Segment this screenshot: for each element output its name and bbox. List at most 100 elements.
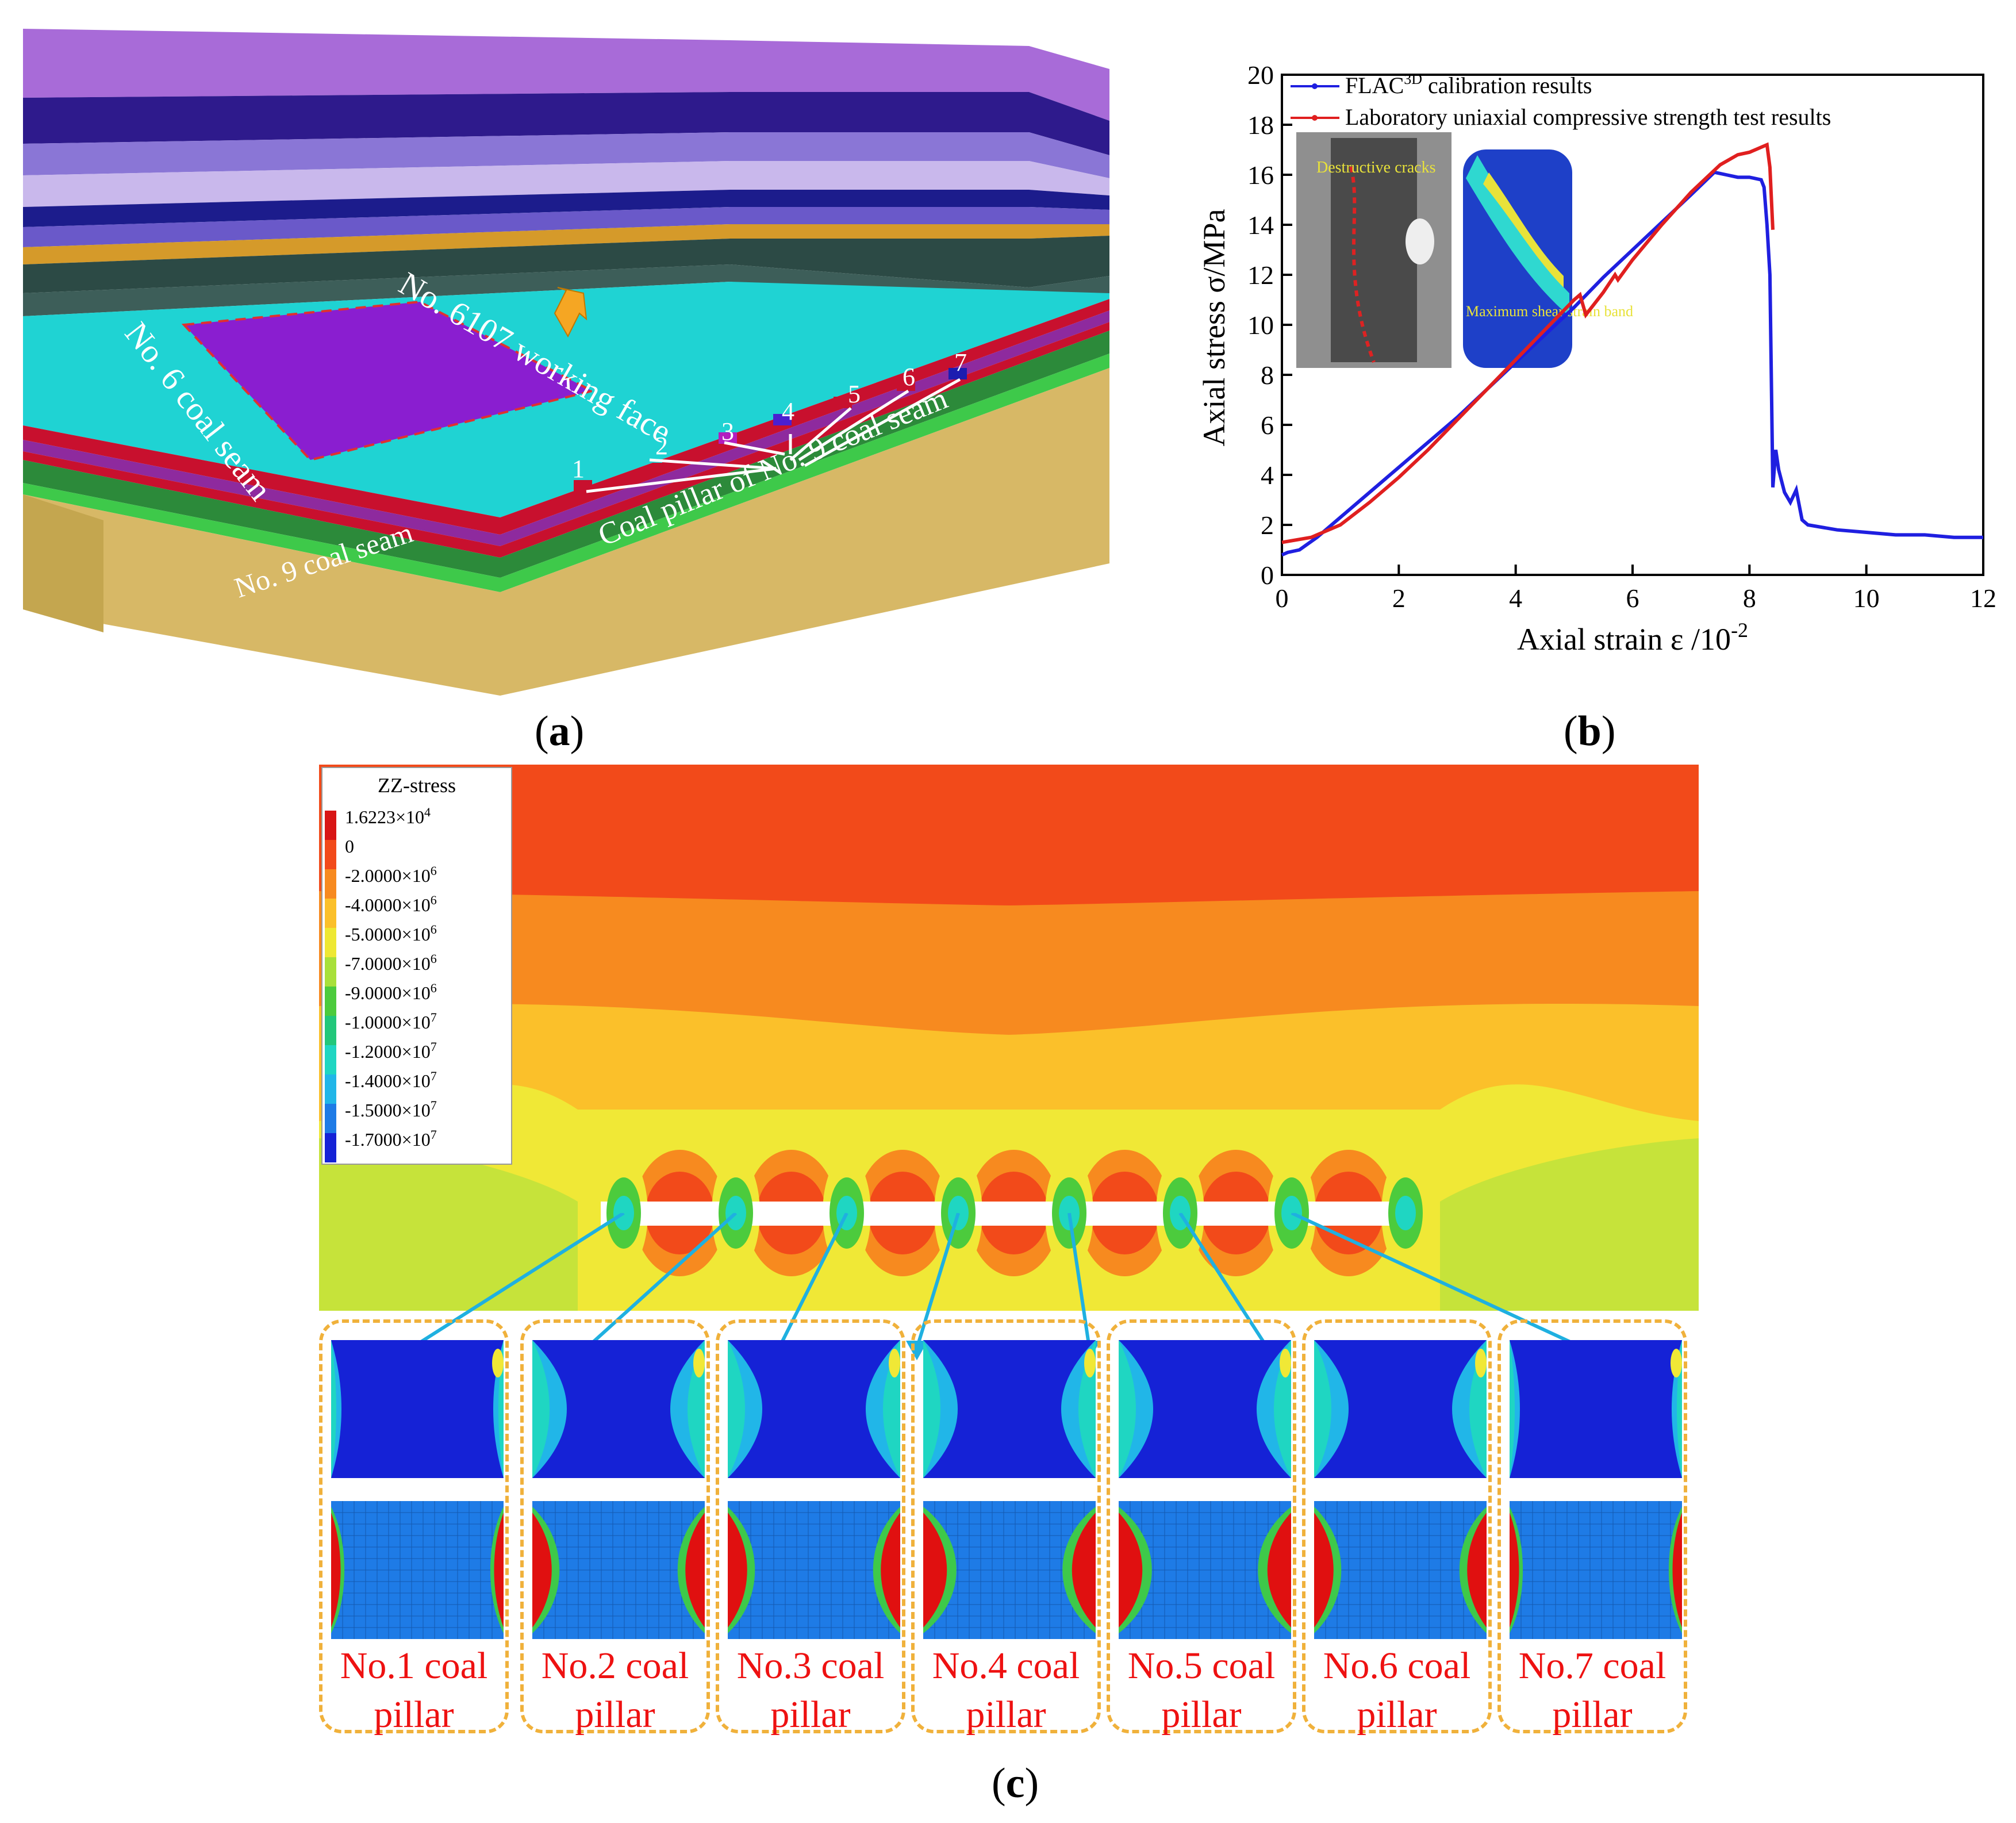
- zz-legend-swatch: [325, 957, 336, 987]
- pillar-num-1: 1: [572, 455, 585, 483]
- y-tick-label: 6: [1261, 410, 1274, 440]
- x-tick-label: 0: [1276, 584, 1289, 613]
- y-tick-label: 12: [1247, 260, 1274, 290]
- pillar-num-6: 6: [903, 363, 915, 391]
- stress-map: [331, 1340, 504, 1478]
- zz-legend-swatch: [325, 899, 336, 928]
- y-tick-label: 4: [1261, 460, 1274, 490]
- y-tick-label: 20: [1247, 60, 1274, 90]
- zz-legend-label: -7.0000×106: [345, 951, 437, 974]
- y-tick-label: 8: [1261, 360, 1274, 390]
- zz-legend-swatch: [325, 1074, 336, 1104]
- working-face-area: [181, 300, 596, 462]
- series-line-1: [1281, 170, 1983, 557]
- inset-label-shear: Maximum shear strain band: [1466, 303, 1633, 320]
- pillar-num-7: 7: [954, 348, 967, 377]
- zz-legend-label: 1.6223×104: [345, 805, 431, 827]
- pillar-box-2: No.2 coal pillar: [520, 1319, 710, 1736]
- zz-legend-swatch: [325, 1045, 336, 1074]
- pillar-map-7: [1510, 1340, 1682, 1639]
- pillars-3d: [574, 368, 967, 492]
- x-tick-label: 10: [1853, 584, 1880, 613]
- x-tick-label: 12: [1970, 584, 1996, 613]
- panel-a-3d-model: No. 6107 working face No. 6 coal seam No…: [23, 29, 1109, 696]
- zz-legend-label: -4.0000×106: [345, 893, 437, 915]
- panel-label-a: (a): [535, 708, 585, 755]
- y-axis-label: Axial stress σ/MPa: [1197, 209, 1231, 446]
- x-tick-label: 4: [1509, 584, 1522, 613]
- pillar-caption-line2: pillar: [374, 1694, 454, 1736]
- zz-legend-swatch: [325, 1104, 336, 1133]
- pillar-caption-line1: No.1 coal: [340, 1645, 488, 1687]
- pillar-caption-line2: pillar: [966, 1694, 1046, 1736]
- inset-label-cracks: Destructive cracks: [1316, 159, 1436, 176]
- zz-legend-title: ZZ-stress: [378, 774, 456, 797]
- pillar-num-3: 3: [721, 417, 734, 446]
- y-tick-label: 14: [1247, 210, 1274, 240]
- pillar-caption-line1: No.4 coal: [932, 1645, 1080, 1687]
- zz-legend-swatch: [325, 1016, 336, 1045]
- inset-simulation: Maximum shear strain band: [1463, 149, 1633, 368]
- zz-legend-label: 0: [345, 836, 354, 857]
- leader-line: [1178, 1213, 1269, 1349]
- x-tick-label: 2: [1392, 584, 1406, 613]
- pillar-caption-line1: No.6 coal: [1323, 1645, 1471, 1687]
- pillar-arrows: [586, 378, 961, 493]
- pillar-caption-line2: pillar: [1161, 1694, 1242, 1736]
- stress-map: [1510, 1340, 1682, 1478]
- pillar-caption-line2: pillar: [770, 1694, 851, 1736]
- pillar-caption-line1: No.2 coal: [541, 1645, 689, 1687]
- pillar-box-3: No.3 coal pillar: [716, 1319, 905, 1736]
- zz-legend-swatch: [325, 869, 336, 899]
- pillar-caption-line1: No.5 coal: [1127, 1645, 1276, 1687]
- y-tick-label: 10: [1247, 310, 1274, 340]
- pillar-caption-line1: No.7 coal: [1518, 1645, 1666, 1687]
- pillar-core: [1395, 1196, 1416, 1230]
- y-tick-label: 2: [1261, 511, 1274, 540]
- panel-label-b: (b): [1564, 708, 1616, 755]
- layer-stack-left: [23, 29, 730, 316]
- inset-photo: Destructive cracks: [1296, 132, 1451, 368]
- x-axis-label: Axial strain ε /10-2: [1517, 619, 1748, 657]
- zz-legend-box: [321, 767, 512, 1165]
- advance-direction-icon: [554, 287, 587, 338]
- y-tick-label: 18: [1247, 110, 1274, 140]
- zz-legend-swatch: [325, 840, 336, 869]
- leader-line: [585, 1213, 738, 1350]
- zz-legend-label: -1.5000×107: [345, 1098, 437, 1120]
- x-tick-label: 6: [1626, 584, 1639, 613]
- zz-legend-swatch: [325, 811, 336, 840]
- pillar-caption-line2: pillar: [575, 1694, 655, 1736]
- x-tick-label: 8: [1743, 584, 1756, 613]
- y-ticks: 0 2 4 6 8 10 12 14 16 18 20: [1247, 60, 1292, 590]
- leader-line: [777, 1213, 848, 1349]
- pillar-box-7: No.7 coal pillar: [1497, 1319, 1687, 1736]
- zz-legend-label: -5.0000×106: [345, 922, 437, 945]
- pillar-num-4: 4: [782, 397, 794, 425]
- zz-legend-label: -1.7000×107: [345, 1127, 437, 1150]
- pillar-num-2: 2: [655, 432, 668, 460]
- panel-b-chart: 0 2 4 6 8 10 12 14 16 18 20 0 2 4 6 8 10 12 Destructive …: [1197, 60, 1996, 657]
- pillar-map-4: [923, 1340, 1096, 1639]
- pillar-map-5: [1119, 1340, 1291, 1639]
- zz-legend: 1.6223×104 0 -2.0000×106 -4.0000×106 -5.0000…: [325, 805, 437, 1162]
- pillar-box-1: No.1 coal pillar: [319, 1319, 509, 1736]
- legend-item-flac: FLAC3D calibration results: [1345, 71, 1592, 98]
- legend-item-lab: Laboratory uniaxial compressive strength…: [1345, 104, 1831, 130]
- pillar-map-3: [728, 1340, 900, 1639]
- pillar-box-4: No.4 coal pillar: [911, 1319, 1101, 1736]
- y-tick-label: 0: [1261, 561, 1274, 590]
- pillar-caption-line1: No.3 coal: [736, 1645, 885, 1687]
- zz-legend-label: -1.2000×107: [345, 1039, 437, 1062]
- zz-legend-label: -9.0000×106: [345, 981, 437, 1003]
- series-group: [1281, 142, 1983, 557]
- pillar-map-6: [1314, 1340, 1487, 1639]
- pillar-box-5: No.5 coal pillar: [1107, 1319, 1296, 1736]
- zz-legend-swatch: [325, 987, 336, 1016]
- pillar-caption-line2: pillar: [1552, 1694, 1633, 1736]
- y-tick-label: 16: [1247, 160, 1274, 190]
- x-ticks: 0 2 4 6 8 10 12: [1276, 565, 1996, 613]
- zz-legend-swatch: [325, 928, 336, 957]
- leader-line: [410, 1213, 625, 1350]
- pillar-caption-line2: pillar: [1357, 1694, 1437, 1736]
